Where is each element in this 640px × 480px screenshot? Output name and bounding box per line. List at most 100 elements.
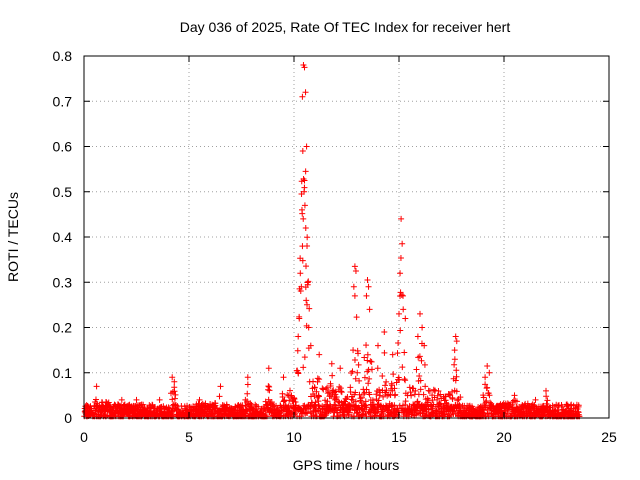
data-point: [451, 347, 458, 354]
data-point: [302, 89, 309, 96]
data-point: [449, 396, 456, 403]
data-point: [304, 301, 311, 308]
data-point: [368, 358, 375, 365]
data-point: [303, 143, 310, 150]
data-point: [353, 410, 360, 417]
data-point: [383, 387, 390, 394]
data-point: [301, 177, 308, 184]
data-point: [329, 372, 336, 379]
data-point: [324, 398, 331, 405]
data-point: [408, 392, 415, 399]
data-point: [363, 292, 370, 299]
data-point: [543, 387, 549, 394]
data-point: [320, 386, 327, 393]
data-point: [400, 306, 407, 313]
data-point: [483, 398, 490, 405]
data-point: [398, 215, 405, 222]
data-point: [244, 398, 251, 405]
x-tick-label: 10: [286, 429, 302, 445]
x-tick-label: 25: [601, 429, 617, 445]
data-point: [303, 409, 310, 416]
data-point: [337, 365, 344, 372]
data-point: [352, 375, 359, 382]
data-point: [453, 367, 460, 374]
data-point: [352, 389, 359, 396]
data-point: [417, 377, 424, 384]
data-point: [298, 190, 305, 197]
data-point: [313, 388, 320, 395]
data-point: [297, 287, 304, 294]
data-point: [401, 376, 408, 383]
data-point: [327, 383, 334, 390]
data-point: [301, 202, 308, 209]
data-point: [401, 349, 408, 356]
data-point: [402, 315, 409, 322]
data-point: [416, 353, 423, 360]
y-tick-label: 0.2: [53, 320, 73, 336]
data-point: [482, 374, 489, 381]
data-point: [418, 357, 425, 364]
data-point: [350, 347, 357, 354]
x-tick-label: 20: [496, 429, 512, 445]
data-point: [452, 333, 459, 340]
data-point: [295, 333, 302, 340]
data-point: [304, 281, 311, 288]
data-point: [421, 361, 428, 368]
data-point: [301, 354, 308, 361]
data-point: [572, 404, 579, 411]
data-point: [354, 369, 361, 376]
data-point: [355, 350, 362, 357]
data-point: [169, 374, 176, 381]
data-point: [315, 393, 322, 400]
data-point: [288, 392, 295, 399]
data-point: [301, 64, 308, 71]
data-point: [436, 400, 443, 407]
data-point: [265, 396, 272, 403]
data-point: [338, 388, 345, 395]
data-point: [300, 175, 307, 182]
data-point: [402, 377, 409, 384]
data-point: [477, 403, 484, 410]
data-point: [356, 377, 363, 384]
data-point: [244, 381, 251, 388]
data-point: [265, 383, 272, 390]
data-point: [453, 373, 460, 380]
data-point: [451, 356, 458, 363]
data-point: [453, 388, 460, 395]
x-tick-label: 5: [185, 429, 193, 445]
data-point: [486, 392, 493, 399]
data-point: [313, 407, 320, 414]
data-point: [418, 340, 425, 347]
y-tick-label: 0.1: [53, 365, 73, 381]
data-point: [391, 402, 398, 409]
data-point: [374, 365, 381, 372]
data-point: [449, 388, 456, 395]
data-point: [361, 354, 368, 361]
data-point: [328, 360, 335, 367]
data-point: [358, 394, 365, 401]
data-point: [303, 263, 310, 270]
data-point: [484, 362, 491, 369]
data-point: [366, 375, 373, 382]
data-point: [244, 390, 251, 397]
data-point: [480, 394, 487, 401]
data-point: [451, 361, 458, 368]
data-point: [453, 338, 460, 345]
data-point: [368, 366, 375, 373]
data-point: [380, 393, 387, 400]
y-tick-label: 0.8: [53, 48, 73, 64]
data-point: [417, 310, 423, 317]
data-point: [365, 366, 372, 373]
data-point: [351, 356, 358, 363]
x-tick-label: 15: [391, 429, 407, 445]
data-point: [345, 411, 352, 418]
data-point: [309, 399, 316, 406]
data-point: [382, 382, 389, 389]
data-point: [118, 396, 125, 403]
data-point: [300, 364, 307, 371]
data-point: [532, 396, 539, 403]
data-point: [373, 409, 380, 416]
data-point: [397, 289, 404, 296]
data-point: [360, 391, 367, 398]
data-point: [156, 396, 163, 403]
